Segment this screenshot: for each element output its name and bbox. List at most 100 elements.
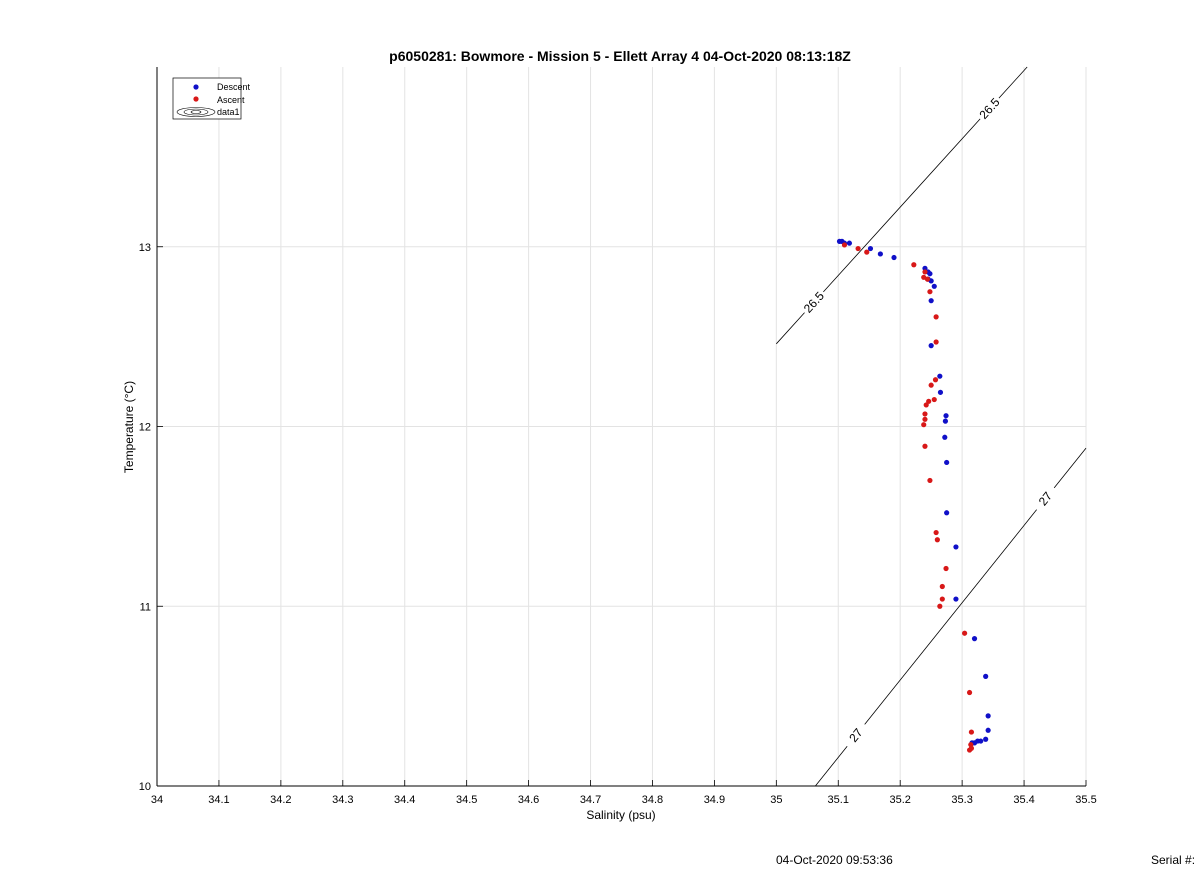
ascent-point <box>933 314 939 320</box>
contour-segment <box>776 312 805 345</box>
descent-point <box>937 373 943 379</box>
descent-series <box>836 238 991 746</box>
descent-point <box>953 596 959 602</box>
ascent-point <box>933 529 939 536</box>
legend-ascent-marker <box>193 96 199 102</box>
axes <box>156 67 1087 787</box>
ascent-point <box>931 396 937 403</box>
descent-point <box>983 673 989 679</box>
x-tick-label: 34.7 <box>580 794 601 806</box>
x-tick-label: 35.3 <box>951 794 972 806</box>
ascent-point <box>921 422 927 428</box>
ascent-series <box>841 242 975 753</box>
descent-point <box>944 510 950 516</box>
ascent-point <box>962 630 968 636</box>
ascent-point <box>933 339 939 345</box>
descent-point <box>983 736 989 742</box>
descent-point <box>942 434 948 440</box>
x-tick-label: 34.1 <box>208 794 229 806</box>
descent-point <box>846 240 853 246</box>
x-tick-label: 35.1 <box>828 794 849 806</box>
ascent-point <box>864 249 870 255</box>
y-tick-label: 12 <box>139 422 151 434</box>
ascent-point <box>922 411 928 417</box>
x-tick-label: 35 <box>770 794 782 806</box>
contour-label: 26.5 <box>977 95 1003 122</box>
contour-segment <box>1053 447 1087 489</box>
contour-label: 26.5 <box>801 289 827 316</box>
ascent-point <box>841 242 848 248</box>
descent-point <box>928 298 934 304</box>
ascent-point <box>943 565 949 572</box>
descent-point <box>928 343 934 349</box>
ascent-point <box>855 245 861 252</box>
ascent-point <box>927 477 933 484</box>
contour-label: 27 <box>1036 489 1055 508</box>
contour-segment <box>823 118 981 293</box>
ascent-point <box>937 603 943 609</box>
x-tick-label: 34.8 <box>642 794 663 806</box>
descent-point <box>937 389 944 395</box>
ascent-point <box>966 689 973 696</box>
x-tick-labels: 34 34.1 34.2 34.3 34.4 34.5 34.6 34.7 34.8 34.9 35… <box>151 794 1097 806</box>
descent-point <box>971 636 978 642</box>
legend-box <box>172 77 242 120</box>
descent-point <box>867 245 874 252</box>
x-tick-label: 34.9 <box>704 794 725 806</box>
footer-timestamp: 04-Oct-2020 09:53:36 <box>776 853 893 867</box>
ascent-point <box>932 377 939 383</box>
ascent-point <box>939 596 945 602</box>
contour-segment <box>815 745 848 787</box>
descent-point <box>942 418 949 424</box>
ascent-point <box>923 402 929 408</box>
y-axis-label: Temperature (°C) <box>122 381 136 473</box>
y-tick-label: 11 <box>140 601 151 613</box>
descent-point <box>927 271 933 277</box>
contour-27: 27 27 <box>815 447 1087 787</box>
descent-point <box>985 713 991 719</box>
y-tick-label: 10 <box>139 781 151 793</box>
x-tick-label: 34.3 <box>332 794 353 806</box>
x-tick-label: 34.5 <box>456 794 477 806</box>
ascent-point <box>911 262 917 268</box>
ascent-point <box>922 269 928 275</box>
x-tick-label: 34.2 <box>270 794 291 806</box>
ascent-point <box>922 443 928 449</box>
x-tick-label: 34 <box>151 794 163 806</box>
ascent-point <box>966 747 973 753</box>
footer-serial-label: Serial #: <box>1151 853 1196 867</box>
legend-ascent-label: Ascent <box>217 95 245 105</box>
x-tick-label: 34.6 <box>518 794 539 806</box>
x-tick-label: 34.4 <box>394 794 415 806</box>
legend-descent-label: Descent <box>217 82 251 92</box>
descent-point <box>877 251 883 257</box>
x-tick-label: 35.5 <box>1075 794 1096 806</box>
ascent-point <box>939 583 945 590</box>
ascent-point <box>928 382 934 388</box>
x-axis-label: Salinity (psu) <box>586 808 655 822</box>
ascent-point <box>968 729 975 735</box>
contour-segment <box>998 66 1028 99</box>
x-tick-label: 35.2 <box>889 794 910 806</box>
descent-point <box>985 727 991 733</box>
descent-point <box>922 265 928 271</box>
contour-26.5: 26.5 26.5 <box>776 66 1028 345</box>
descent-point <box>943 413 949 419</box>
legend: Descent Ascent data1 <box>172 77 251 120</box>
contour-segment <box>864 509 1037 725</box>
contour-label: 27 <box>846 725 865 744</box>
y-tick-label: 13 <box>139 242 151 254</box>
descent-point <box>891 254 897 261</box>
descent-point <box>944 459 950 466</box>
x-tick-label: 35.4 <box>1013 794 1034 806</box>
ascent-point <box>922 416 928 422</box>
descent-point <box>931 283 937 289</box>
legend-contour-icon <box>176 107 216 117</box>
chart-title: p6050281: Bowmore - Mission 5 - Ellett A… <box>389 48 851 64</box>
legend-data1-label: data1 <box>217 107 240 117</box>
legend-descent-marker <box>193 84 199 90</box>
ascent-point <box>924 276 931 282</box>
ascent-point <box>934 537 940 543</box>
grid <box>156 67 1087 787</box>
